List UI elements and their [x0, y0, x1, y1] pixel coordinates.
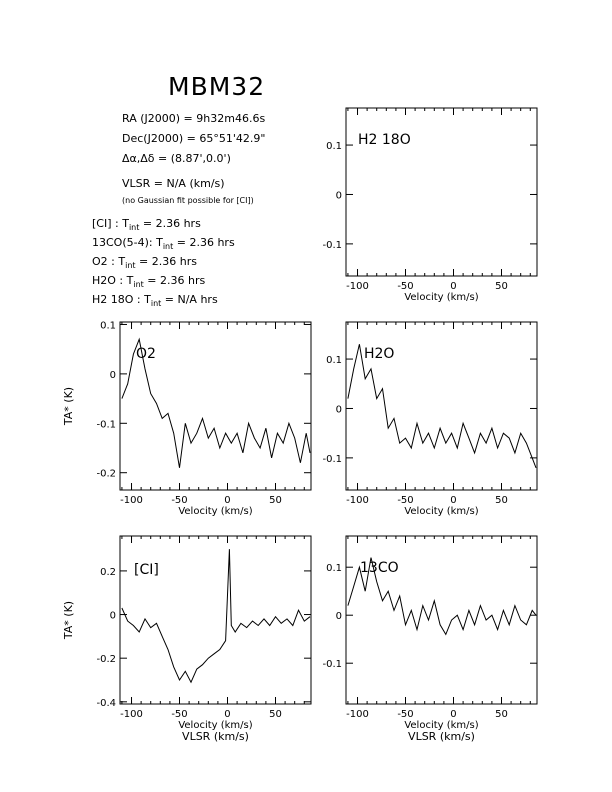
fit-note: (no Gaussian fit possible for [CI]) — [122, 196, 254, 205]
spectrum-line — [347, 557, 537, 636]
tint-row: O2 : Tint = 2.36 hrs — [92, 255, 197, 271]
tint-row: [CI] : Tint = 2.36 hrs — [92, 217, 201, 233]
y-tick-label: -0.1 — [322, 454, 342, 465]
figure-title: MBM32 — [168, 72, 266, 101]
vlsr-value: N/A — [166, 177, 186, 190]
spectrum-line — [347, 344, 537, 468]
ra-label: RA (J2000) — [122, 112, 181, 125]
x-axis-label: Velocity (km/s) — [404, 506, 478, 517]
x-tick-label: 50 — [269, 495, 282, 506]
y-tick-label: -0.1 — [322, 240, 342, 251]
x-axis-label: Velocity (km/s) — [404, 720, 478, 731]
tint-line-name: 13CO(5-4) — [92, 236, 149, 249]
ra-value: 9h32m46.6s — [196, 112, 266, 125]
spectrum-line — [121, 549, 311, 684]
x-tick-label: 0 — [450, 495, 456, 506]
tint-row: H2O : Tint = 2.36 hrs — [92, 274, 206, 290]
tint-value: N/A hrs — [177, 293, 218, 306]
offset-line: Δα,Δδ = (8.87',0.0') — [122, 152, 231, 165]
tint-line-name: O2 — [92, 255, 108, 268]
x-tick-label: -100 — [346, 281, 369, 292]
tint-line-name: H2O — [92, 274, 116, 287]
offset-value: (8.87',0.0') — [170, 152, 231, 165]
x-tick-label: 0 — [450, 709, 456, 720]
x-tick-label: -100 — [346, 495, 369, 506]
y-tick-label: -0.1 — [322, 659, 342, 670]
panel-label: [CI] — [134, 562, 159, 578]
x-tick-label: 50 — [495, 709, 508, 720]
y-tick-label: -0.1 — [96, 419, 116, 430]
vlsr-label: VLSR — [122, 177, 151, 190]
x-tick-label: -100 — [120, 495, 143, 506]
x-tick-label: -50 — [397, 281, 413, 292]
offset-label: Δα,Δδ — [122, 152, 155, 165]
y-tick-label: 0.1 — [326, 141, 342, 152]
dec-label: Dec(J2000) — [122, 132, 184, 145]
x-tick-label: 50 — [269, 709, 282, 720]
dec-value: 65°51'42.9" — [199, 132, 266, 145]
y-tick-label: 0.2 — [100, 567, 116, 578]
x-axis-label-2: VLSR (km/s) — [182, 730, 249, 743]
y-tick-label: -0.2 — [96, 469, 116, 480]
plot-frame — [119, 535, 312, 705]
y-axis-label: TA* (K) — [62, 387, 75, 426]
x-axis-label-2: VLSR (km/s) — [408, 730, 475, 743]
x-tick-label: -50 — [397, 495, 413, 506]
ra-line: RA (J2000) = 9h32m46.6s — [122, 112, 266, 125]
plot-frame — [345, 535, 538, 705]
tint-value: 2.36 hrs — [160, 274, 206, 287]
x-tick-label: -100 — [346, 709, 369, 720]
y-tick-label: 0.1 — [100, 320, 116, 331]
x-tick-label: 0 — [224, 495, 230, 506]
y-tick-label: 0 — [110, 611, 116, 622]
spectrum-line — [121, 337, 311, 468]
x-tick-label: -100 — [120, 709, 143, 720]
x-tick-label: -50 — [397, 709, 413, 720]
panel-label: H2O — [364, 346, 394, 362]
tint-row: H2 18O : Tint = N/A hrs — [92, 293, 218, 309]
vlsr-line: VLSR = N/A (km/s) — [122, 177, 225, 190]
x-tick-label: 0 — [450, 281, 456, 292]
x-tick-label: -50 — [171, 709, 187, 720]
y-axis-label: TA* (K) — [62, 601, 75, 640]
x-axis-label: Velocity (km/s) — [178, 720, 252, 731]
y-tick-label: 0 — [336, 611, 342, 622]
y-tick-label: 0 — [336, 190, 342, 201]
x-tick-label: 0 — [224, 709, 230, 720]
tint-value: 2.36 hrs — [189, 236, 235, 249]
plot-frame — [119, 321, 312, 491]
y-tick-label: 0.1 — [326, 563, 342, 574]
y-tick-label: 0 — [110, 370, 116, 381]
y-tick-label: -0.2 — [96, 654, 116, 665]
panel-label: H2 18O — [358, 132, 411, 148]
y-tick-label: -0.4 — [96, 698, 116, 709]
tint-line-name: H2 18O — [92, 293, 134, 306]
tint-value: 2.36 hrs — [151, 255, 197, 268]
panel-label: 13CO — [360, 560, 399, 576]
panel-label: O2 — [136, 346, 156, 362]
y-tick-label: 0 — [336, 404, 342, 415]
plot-frame — [345, 321, 538, 491]
tint-line-name: [CI] — [92, 217, 112, 230]
x-axis-label: Velocity (km/s) — [404, 292, 478, 303]
tint-row: 13CO(5-4): Tint = 2.36 hrs — [92, 236, 235, 252]
x-tick-label: -50 — [171, 495, 187, 506]
plot-frame — [345, 107, 538, 277]
x-axis-label: Velocity (km/s) — [178, 506, 252, 517]
y-tick-label: 0.1 — [326, 355, 342, 366]
vlsr-unit: (km/s) — [189, 177, 225, 190]
dec-line: Dec(J2000) = 65°51'42.9" — [122, 132, 266, 145]
tint-value: 2.36 hrs — [155, 217, 201, 230]
x-tick-label: 50 — [495, 281, 508, 292]
x-tick-label: 50 — [495, 495, 508, 506]
